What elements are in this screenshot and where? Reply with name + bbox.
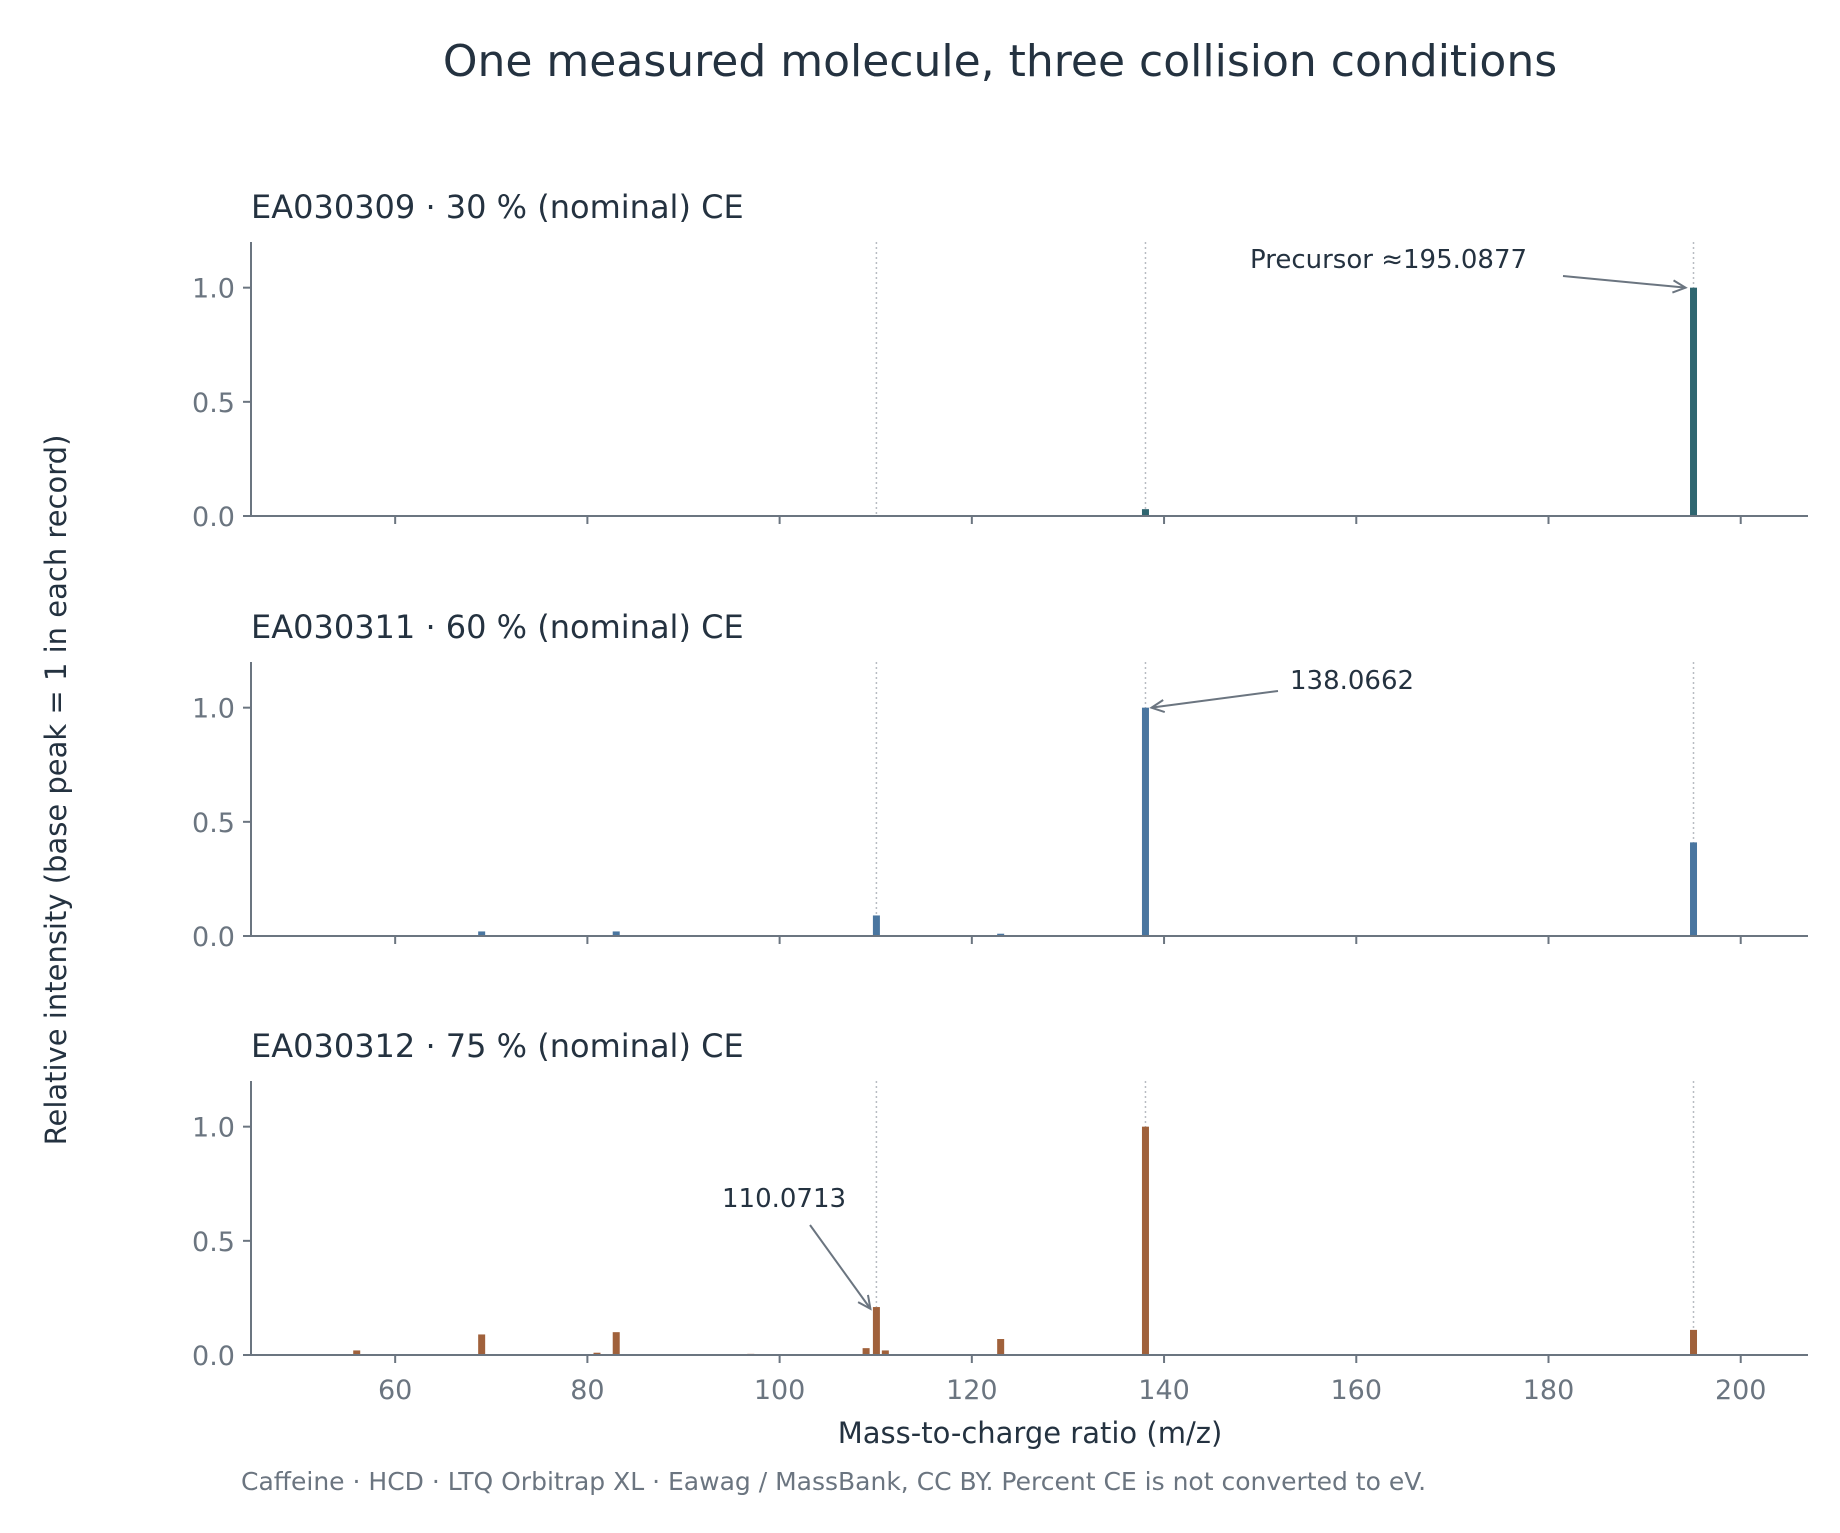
peak-bar — [593, 1352, 601, 1355]
x-tick-label: 60 — [378, 1375, 412, 1406]
peak-bar — [997, 1339, 1005, 1355]
panel-1: EA030309 · 30 % (nominal) CE 0.0 0.5 1.0 Pre… — [192, 188, 1808, 533]
y-tick-label: 0.5 — [192, 388, 235, 419]
x-tick-label: 100 — [754, 1375, 806, 1406]
y-tick-label: 0.0 — [192, 922, 235, 953]
panel-3: EA030312 · 75 % (nominal) CE 0.0 0.5 1.0 60 8… — [192, 1027, 1808, 1406]
peak-bar — [1690, 287, 1698, 516]
peak-bar — [612, 1332, 620, 1355]
peak-bar — [1690, 1329, 1698, 1355]
peak-bar — [997, 933, 1005, 936]
footnote: Caffeine · HCD · LTQ Orbitrap XL · Eawag… — [241, 1467, 1426, 1496]
y-tick-label: 0.0 — [192, 1341, 235, 1372]
peak-bar — [353, 1350, 361, 1355]
peak-bar — [881, 1350, 889, 1355]
peak-bar — [1141, 1126, 1149, 1355]
annotation-arrow — [1562, 275, 1686, 289]
annotation-arrow — [809, 1224, 872, 1310]
peak-annotation: Precursor ≈195.0877 — [1250, 245, 1527, 275]
peak-bar — [478, 931, 486, 936]
annotation-arrowhead — [1149, 699, 1166, 714]
y-tick-label: 0.5 — [192, 1227, 235, 1258]
x-tick-label: 80 — [570, 1375, 604, 1406]
x-axis-label: Mass-to-charge ratio (m/z) — [838, 1416, 1223, 1450]
y-axis-label: Relative intensity (base peak = 1 in eac… — [39, 435, 73, 1146]
peak-bar — [612, 931, 620, 936]
y-tick-label: 0.0 — [192, 502, 235, 533]
annotation-arrow — [1151, 690, 1279, 709]
figure-title: One measured molecule, three collision c… — [443, 36, 1557, 87]
peak-bar — [1690, 842, 1698, 936]
x-tick-label: 200 — [1715, 1375, 1767, 1406]
y-tick-label: 1.0 — [192, 1113, 235, 1144]
annotation-arrowhead — [857, 1294, 872, 1311]
peak-bar — [478, 1334, 486, 1355]
panel-title: EA030312 · 75 % (nominal) CE — [251, 1027, 744, 1065]
y-tick-label: 1.0 — [192, 694, 235, 725]
peak-annotation: 138.0662 — [1290, 666, 1414, 696]
panel-title: EA030309 · 30 % (nominal) CE — [251, 188, 744, 226]
peak-annotation: 110.0713 — [722, 1184, 846, 1214]
peak-bar — [1141, 509, 1149, 516]
peak-bar — [872, 1307, 880, 1355]
panel-2: EA030311 · 60 % (nominal) CE 0.0 0.5 1.0 138… — [192, 608, 1808, 953]
x-tick-label: 160 — [1331, 1375, 1383, 1406]
y-tick-label: 0.5 — [192, 808, 235, 839]
peak-bar — [1141, 707, 1149, 936]
panel-title: EA030311 · 60 % (nominal) CE — [251, 608, 744, 646]
peak-bar — [872, 915, 880, 936]
x-tick-label: 180 — [1523, 1375, 1575, 1406]
peak-bar — [862, 1348, 870, 1355]
x-tick-label: 140 — [1138, 1375, 1190, 1406]
y-tick-label: 1.0 — [192, 274, 235, 305]
spectrum-panels: EA030309 · 30 % (nominal) CE 0.0 0.5 1.0 Pre… — [192, 188, 1808, 1406]
annotation-arrowhead — [1672, 279, 1688, 294]
x-tick-label: 120 — [946, 1375, 998, 1406]
